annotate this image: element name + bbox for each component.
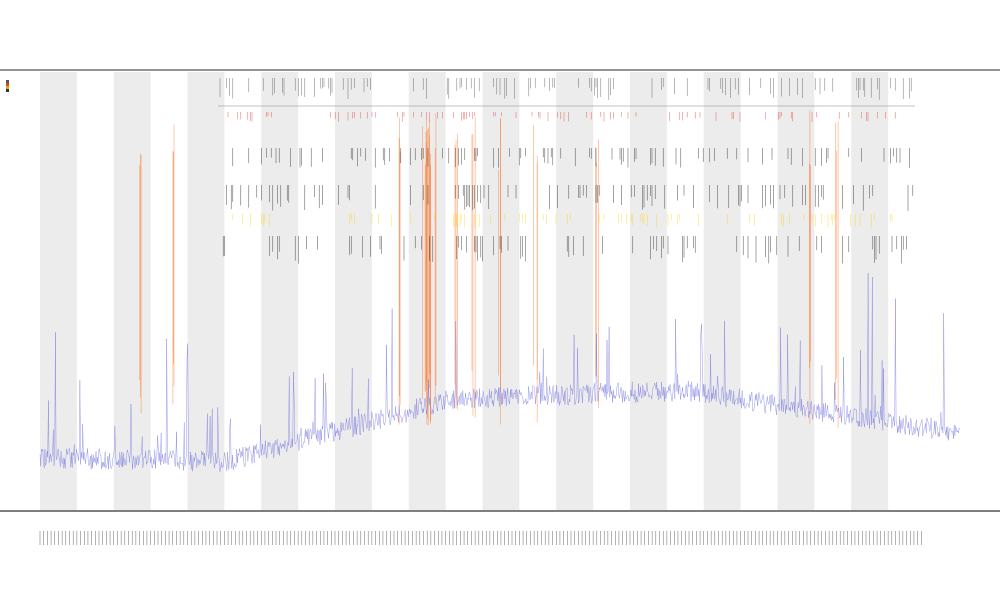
band <box>556 72 594 510</box>
signal-series <box>39 272 961 472</box>
hotspot-streaks <box>139 110 839 428</box>
legend-swatch <box>6 83 9 86</box>
legend-item <box>6 80 11 83</box>
band <box>630 72 667 510</box>
band <box>851 72 889 510</box>
legend-swatch <box>6 86 9 89</box>
band <box>113 72 151 510</box>
band <box>335 72 372 510</box>
annotation-tracks <box>219 78 914 264</box>
legend <box>6 80 11 92</box>
legend-item <box>6 83 11 86</box>
legend-swatch <box>6 80 9 83</box>
signal-line <box>39 272 961 472</box>
band <box>40 72 77 510</box>
x-tick-labels <box>39 531 922 545</box>
legend-item <box>6 86 11 89</box>
band <box>703 72 741 510</box>
band <box>261 72 299 510</box>
legend-swatch <box>6 89 9 92</box>
band <box>777 72 815 510</box>
band <box>187 72 225 510</box>
legend-item <box>6 89 11 92</box>
